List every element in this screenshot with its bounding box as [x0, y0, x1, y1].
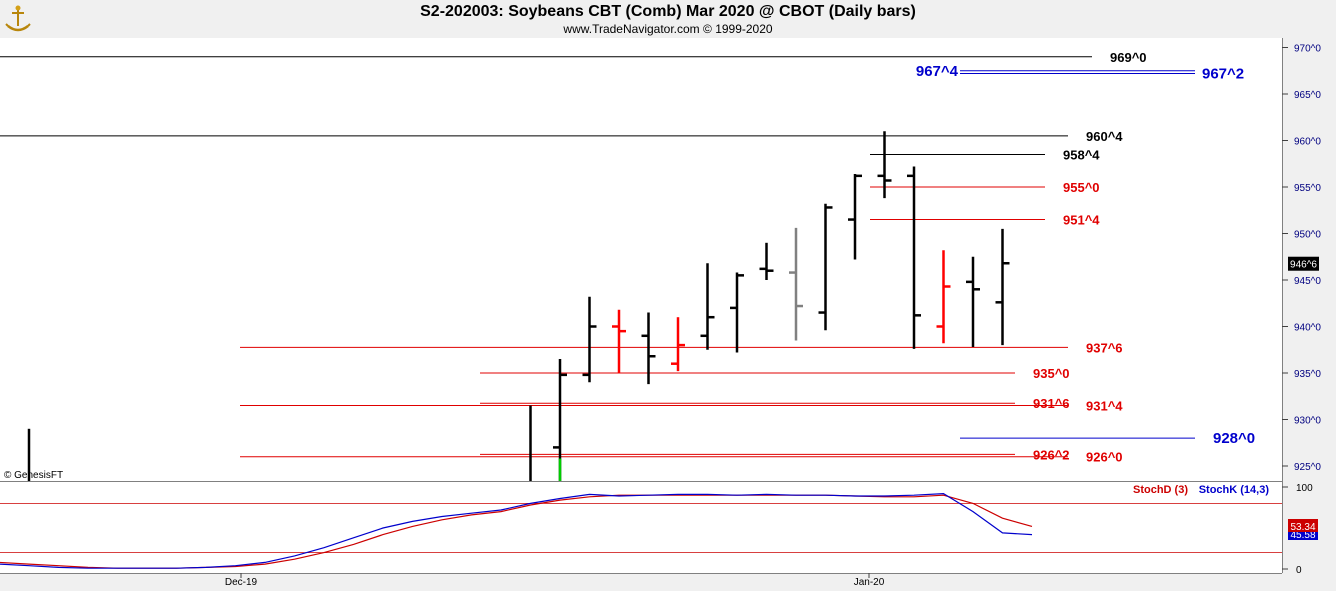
stoch-plot-area [0, 482, 1282, 573]
stoch-legend-k: StochK (14,3) [1199, 484, 1270, 496]
price-ytick-label: 955^0 [1294, 183, 1321, 194]
price-ytick-label: 935^0 [1294, 369, 1321, 380]
level-label: 967^2 [1202, 66, 1244, 83]
navigator-logo-icon [5, 5, 31, 32]
price-ytick-label: 925^0 [1294, 462, 1321, 473]
level-label: 935^0 [1033, 366, 1070, 381]
stoch-ytick-label: 100 [1296, 483, 1313, 494]
chart-title: S2-202003: Soybeans CBT (Comb) Mar 2020 … [420, 3, 916, 20]
level-label: 931^4 [1086, 399, 1123, 414]
level-label: 931^6 [1033, 396, 1070, 411]
stoch-last-value-label: 53.34 [1290, 522, 1315, 533]
price-ytick-label: 970^0 [1294, 44, 1321, 55]
xtick-label: Jan-20 [854, 577, 885, 588]
level-label: 937^6 [1086, 340, 1123, 355]
last-price-marker [1288, 256, 1319, 271]
stoch-ytick-label: 0 [1296, 565, 1302, 576]
stoch-last-marker [1288, 519, 1318, 532]
price-plot-area [0, 38, 1282, 481]
stoch-series-line [0, 492, 1033, 569]
stoch-k-value-label: 45.58 [1290, 530, 1315, 541]
stoch-legend-d: StochD (3) [1133, 484, 1188, 496]
price-ytick-label: 960^0 [1294, 137, 1321, 148]
xtick-label: Dec-19 [225, 577, 258, 588]
chart-subtitle: www.TradeNavigator.com © 1999-2020 [563, 22, 773, 36]
level-label: 967^4 [916, 63, 959, 80]
level-label: 958^4 [1063, 147, 1100, 162]
level-label: 960^4 [1086, 129, 1123, 144]
last-price-label: 946^6 [1290, 260, 1317, 271]
price-ytick-label: 950^0 [1294, 230, 1321, 241]
price-ytick-label: 930^0 [1294, 416, 1321, 427]
stoch-k-marker [1288, 529, 1318, 540]
level-label: 951^4 [1063, 213, 1100, 228]
price-ytick-label: 940^0 [1294, 323, 1321, 334]
price-ytick-label: 965^0 [1294, 90, 1321, 101]
level-label: 969^0 [1110, 50, 1147, 65]
level-label: 928^0 [1213, 430, 1255, 447]
chart-header: S2-202003: Soybeans CBT (Comb) Mar 2020 … [0, 0, 1336, 38]
level-label: 955^0 [1063, 180, 1100, 195]
watermark-text: © GenesisFT [4, 470, 63, 481]
price-ytick-label: 945^0 [1294, 276, 1321, 287]
level-label: 926^0 [1086, 450, 1123, 465]
level-label: 926^2 [1033, 447, 1070, 462]
